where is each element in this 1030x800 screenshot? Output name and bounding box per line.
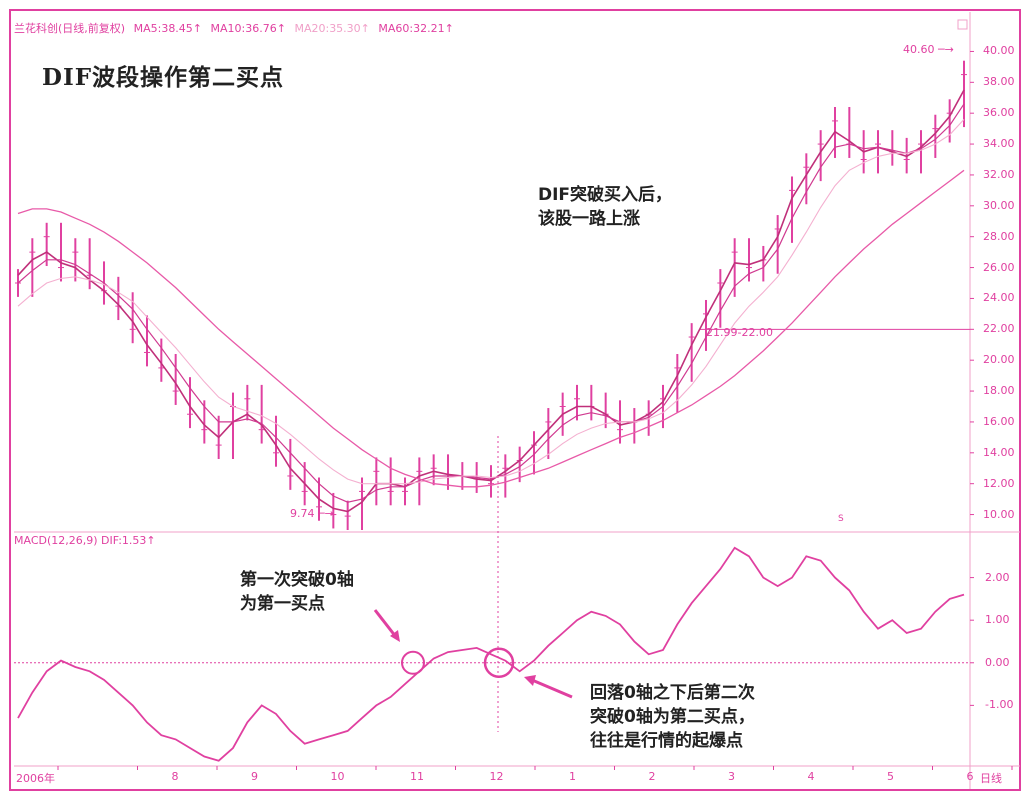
second-buy-line-3: 往往是行情的起爆点 xyxy=(590,731,743,751)
price-tick-label: 36.00 xyxy=(983,106,1015,120)
price-tick-label: 30.00 xyxy=(983,198,1015,212)
second-buy-arrow xyxy=(531,678,573,699)
time-label: 5 xyxy=(887,770,894,783)
price-tick-label: 16.00 xyxy=(983,414,1015,428)
price-tick-label: 10.00 xyxy=(983,507,1015,521)
macd-header: MACD(12,26,9) DIF:1.53↑ xyxy=(14,534,156,547)
ma-line-ma5 xyxy=(17,89,965,513)
rally-line-2: 该股一路上涨 xyxy=(538,209,640,229)
time-label: 3 xyxy=(728,770,735,783)
rally-annotation: DIF突破买入后， 该股一路上涨 xyxy=(538,183,672,231)
first-buy-line-2: 为第一买点 xyxy=(240,594,325,614)
chart-frame xyxy=(9,9,1021,791)
price-tick-label: 34.00 xyxy=(983,137,1015,151)
time-label: 11 xyxy=(410,770,424,783)
price-tick-label: 24.00 xyxy=(983,291,1015,305)
price-tick-label: 14.00 xyxy=(983,445,1015,459)
second-buy-line-2: 突破0轴为第二买点， xyxy=(590,707,755,727)
price-tick-label: 26.00 xyxy=(983,260,1015,274)
price-tick-label: 20.00 xyxy=(983,353,1015,367)
stock-name: 兰花科创(日线,前复权) xyxy=(14,22,126,35)
first-buy-arrowhead xyxy=(390,630,400,642)
time-label: 1 xyxy=(569,770,576,783)
price-tick-label: 32.00 xyxy=(983,167,1015,181)
time-label: 10 xyxy=(330,770,345,783)
ma-line-ma20 xyxy=(17,119,965,485)
price-tick-label: 22.00 xyxy=(983,322,1015,336)
second-buy-line-1: 回落0轴之下后第二次 xyxy=(590,683,755,703)
chart-header: 兰花科创(日线,前复权) MA5:38.45↑ MA10:36.76↑ MA20… xyxy=(14,20,459,36)
range-label: 21.99-22.00 xyxy=(706,326,773,339)
time-label: 6 xyxy=(966,770,974,783)
first-buy-circle xyxy=(401,650,425,675)
ma-line-ma10 xyxy=(17,103,965,503)
ma60-readout: MA60:32.21↑ xyxy=(378,22,454,35)
ma10-readout: MA10:36.76↑ xyxy=(210,22,286,35)
price-tick-label: 40.00 xyxy=(983,44,1015,58)
chart-title: DIF波段操作第二买点 xyxy=(42,64,285,91)
price-tick-label: 38.00 xyxy=(983,75,1015,89)
ma5-readout: MA5:38.45↑ xyxy=(133,22,203,35)
time-label: 4 xyxy=(807,770,815,783)
time-label: 2006年 xyxy=(16,772,55,785)
period-label: 日线 xyxy=(980,772,1002,785)
time-label: 2 xyxy=(648,770,656,783)
first-buy-annotation: 第一次突破0轴 为第一买点 xyxy=(240,568,354,616)
second-buy-arrowhead xyxy=(524,675,536,686)
price-tick-label: 12.00 xyxy=(983,476,1015,490)
ma-line-ma60 xyxy=(17,169,965,488)
time-label: 12 xyxy=(489,770,504,783)
macd-tick-label: -1.00 xyxy=(985,698,1014,712)
macd-tick-label: 2.00 xyxy=(985,570,1010,584)
ma20-readout: MA20:35.30↑ xyxy=(294,22,370,35)
first-buy-line-1: 第一次突破0轴 xyxy=(240,570,354,590)
high-price-label: 40.60 ─→ xyxy=(903,43,954,56)
marker-label: S xyxy=(838,514,844,524)
dif-line xyxy=(17,546,965,762)
price-tick-label: 28.00 xyxy=(983,229,1015,243)
second-buy-annotation: 回落0轴之下后第二次 突破0轴为第二买点， 往往是行情的起爆点 xyxy=(590,681,755,753)
second-buy-circle xyxy=(483,647,515,679)
chart-option-box xyxy=(957,19,968,30)
rally-line-1: DIF突破买入后， xyxy=(538,185,673,205)
macd-tick-label: 1.00 xyxy=(985,613,1010,627)
first-buy-arrow xyxy=(373,609,398,638)
macd-tick-label: 0.00 xyxy=(985,655,1010,669)
time-label: 8 xyxy=(171,770,179,783)
time-label: 9 xyxy=(251,770,258,783)
low-price-label: 9.74 ─→ xyxy=(290,507,334,520)
price-tick-label: 18.00 xyxy=(983,384,1015,398)
